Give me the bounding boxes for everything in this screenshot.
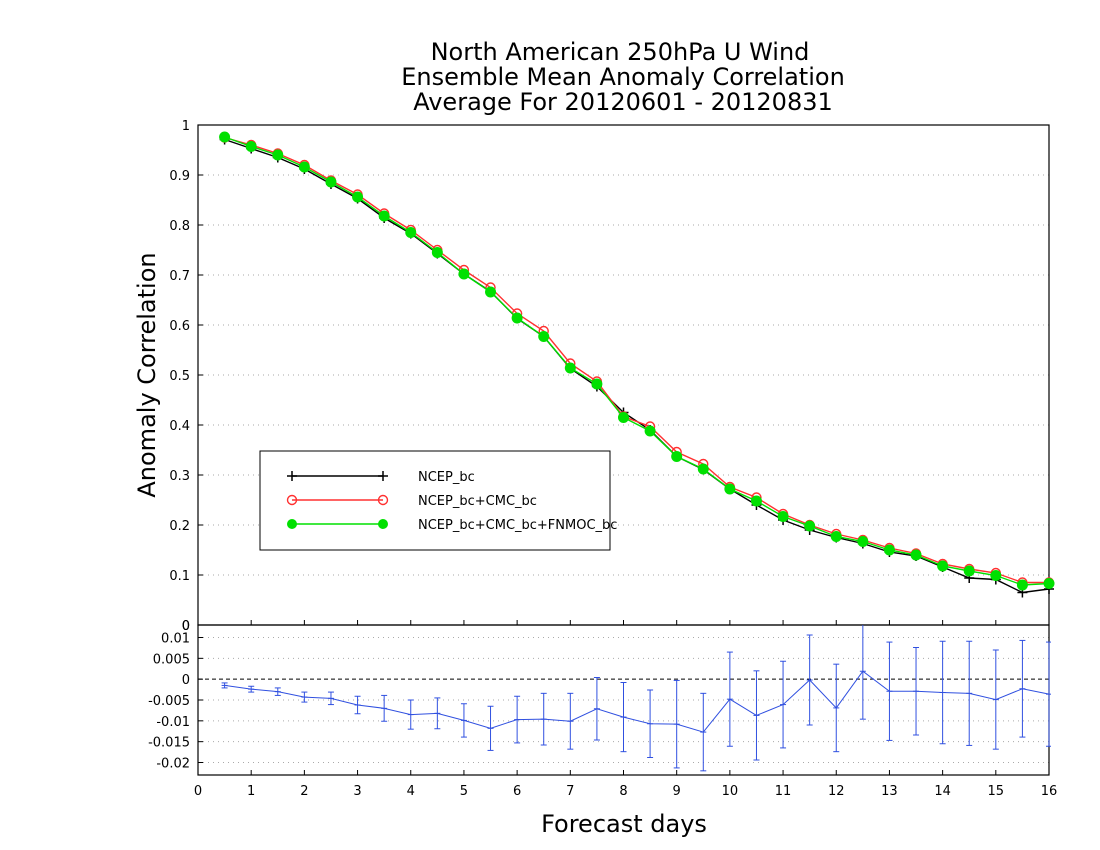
y-tick-label-top: 0.3 <box>169 469 190 484</box>
x-tick-label: 12 <box>828 784 845 799</box>
x-tick-label: 7 <box>566 784 574 799</box>
x-tick-label: 13 <box>881 784 898 799</box>
series-point-2 <box>405 227 417 238</box>
x-tick-label: 9 <box>673 784 681 799</box>
y-tick-label-top: 0.1 <box>169 569 190 584</box>
y-tick-label-bottom: -0.02 <box>156 757 190 772</box>
y-tick-label-top: 0.5 <box>169 369 190 384</box>
y-tick-label-bottom: 0 <box>182 673 190 688</box>
series-point-2 <box>272 149 284 161</box>
y-tick-label-bottom: -0.015 <box>148 736 190 751</box>
series-point-2 <box>245 141 257 152</box>
y-tick-label-top: 0.7 <box>169 269 190 284</box>
y-tick-label-bottom: -0.01 <box>156 715 190 730</box>
x-tick-label: 4 <box>407 784 415 799</box>
correlation-plot: 0 0.1 0.2 0.3 0.4 0.5 0.6 0.7 0.8 0.9 1 <box>169 119 1055 634</box>
series-point-2 <box>644 425 656 437</box>
legend-label-0: NCEP_bc <box>418 470 475 485</box>
series-point-2 <box>963 565 975 577</box>
series-point-2 <box>883 544 895 556</box>
difference-series <box>221 625 1051 772</box>
difference-line <box>224 670 1050 733</box>
y-tick-label-top: 0.6 <box>169 319 190 334</box>
y-axis-label: Anomaly Correlation <box>133 252 161 497</box>
legend-marker <box>378 519 388 529</box>
series-point-2 <box>458 268 470 280</box>
series-point-2 <box>538 331 550 342</box>
series-point-2 <box>724 483 736 495</box>
series-point-2 <box>564 362 576 374</box>
series-point-2 <box>298 161 310 173</box>
series-point-2 <box>857 536 869 547</box>
series-point-2 <box>591 378 603 390</box>
x-tick-label: 15 <box>988 784 1005 799</box>
series-point-2 <box>1016 579 1028 591</box>
x-axis-label: Forecast days <box>541 810 707 838</box>
series-point-2 <box>990 570 1002 581</box>
x-tick-label: 10 <box>722 784 739 799</box>
x-tick-label: 1 <box>247 784 255 799</box>
y-tick-label-top: 1 <box>182 119 190 134</box>
chart-title-line-3: Average For 20120601 - 20120831 <box>413 88 833 116</box>
y-tick-label-top: 0.4 <box>169 419 190 434</box>
legend-label-2: NCEP_bc+CMC_bc+FNMOC_bc <box>418 518 617 533</box>
series-point-2 <box>750 495 762 507</box>
series-point-2 <box>937 560 949 572</box>
series-point-2 <box>910 549 922 561</box>
series-point-2 <box>378 210 390 222</box>
x-tick-label: 11 <box>775 784 792 799</box>
x-tick-label: 5 <box>460 784 468 799</box>
series-point-2 <box>352 191 364 203</box>
legend: NCEP_bc NCEP_bc+CMC_bc NCEP_bc+CMC_bc+FNMO… <box>259 450 617 551</box>
y-tick-label-bottom: 0.01 <box>161 632 190 647</box>
y-tick-label-top: 0.2 <box>169 519 190 534</box>
legend-label-1: NCEP_bc+CMC_bc <box>418 494 537 509</box>
x-tick-label: 3 <box>353 784 361 799</box>
series-point-2 <box>431 247 443 258</box>
series-point-2 <box>1043 578 1055 589</box>
y-tick-label-bottom: 0.005 <box>153 652 190 667</box>
x-tick-label: 6 <box>513 784 521 799</box>
series-point-2 <box>804 520 816 532</box>
series-point-2 <box>485 286 497 298</box>
series-point-2 <box>777 511 789 522</box>
x-tick-label: 2 <box>300 784 308 799</box>
series-point-2 <box>830 531 842 542</box>
series-point-2 <box>671 451 683 462</box>
legend-marker <box>286 494 298 506</box>
chart-title-line-2: Ensemble Mean Anomaly Correlation <box>401 63 845 91</box>
chart-title-line-1: North American 250hPa U Wind <box>431 38 810 66</box>
x-tick-label: 16 <box>1041 784 1058 799</box>
series-point-2 <box>325 176 337 188</box>
x-tick-label: 14 <box>934 784 951 799</box>
legend-marker <box>377 494 389 506</box>
y-tick-label-top: 0.9 <box>169 169 190 184</box>
x-tick-label: 8 <box>619 784 627 799</box>
y-tick-label-top: 0 <box>182 619 190 634</box>
y-tick-label-bottom: -0.005 <box>148 694 190 709</box>
x-tick-label: 0 <box>194 784 202 799</box>
series-point-2 <box>697 463 709 475</box>
series-point-2 <box>511 312 523 324</box>
y-tick-label-boundary: 0 <box>182 619 190 634</box>
legend-marker <box>287 519 297 529</box>
series-point-2 <box>618 412 629 423</box>
y-tick-label-top: 0.8 <box>169 219 190 234</box>
series-point-2 <box>219 131 231 143</box>
